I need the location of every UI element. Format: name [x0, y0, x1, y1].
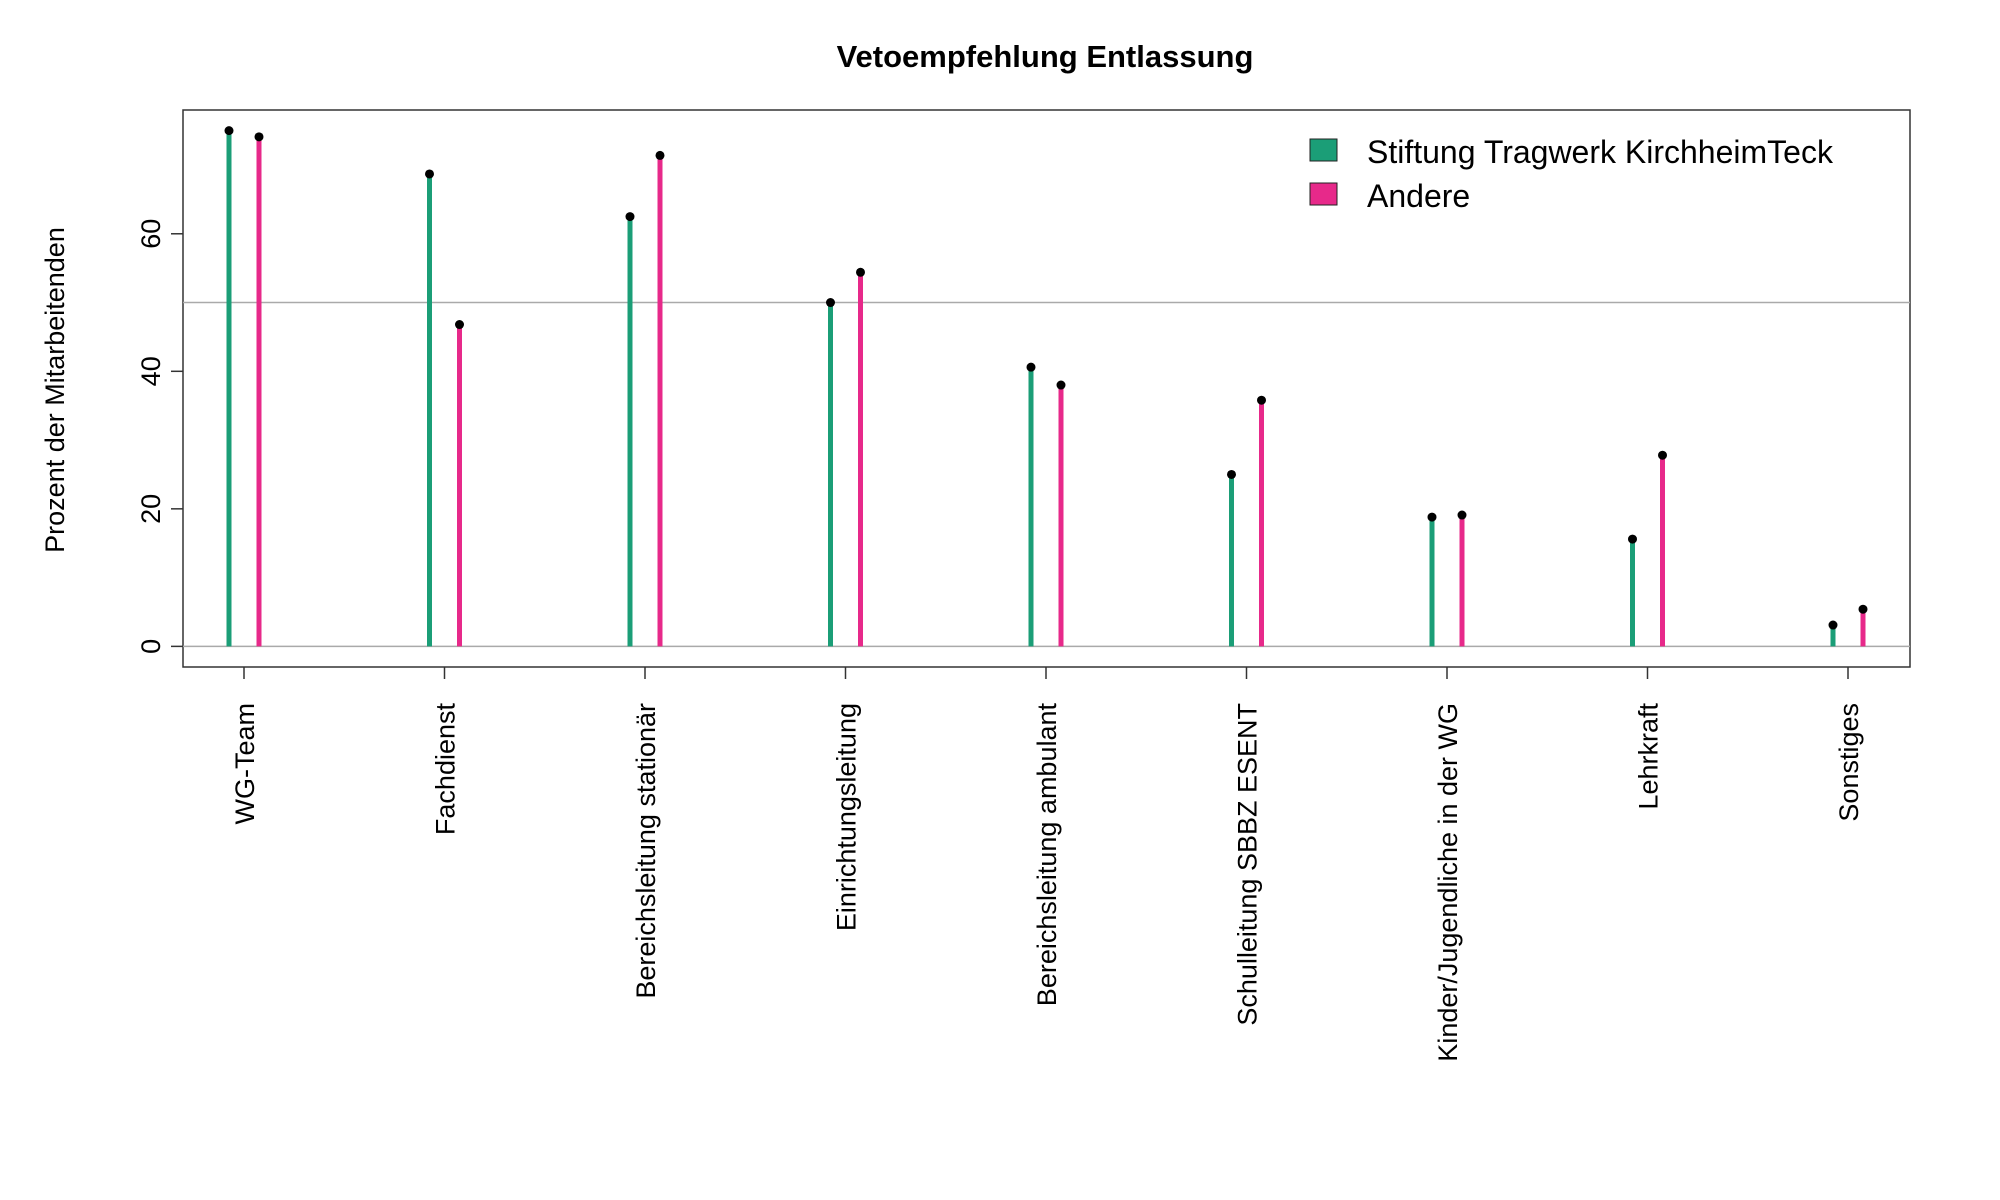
series-andere: [254, 132, 1868, 647]
legend: Stiftung Tragwerk KirchheimTeck Andere: [1309, 134, 1834, 214]
chart-title: Vetoempfehlung Entlassung: [837, 39, 1254, 74]
lollipop-point: [856, 267, 865, 277]
lollipop-point: [1858, 604, 1868, 614]
lollipop-point: [224, 126, 234, 136]
lollipop-point: [1628, 534, 1637, 544]
lollipop-point: [655, 150, 665, 160]
x-tick-label: Sonstiges: [1834, 703, 1864, 822]
x-tick-label: Kinder/Jugendliche in der WG: [1433, 703, 1463, 1062]
lollipop-point: [1457, 510, 1467, 520]
legend-swatch: [1309, 182, 1338, 206]
x-tick-label: Einrichtungsleitung: [832, 703, 862, 931]
x-tick-label: WG-Team: [230, 703, 260, 825]
x-tick-label: Fachdienst: [431, 703, 461, 836]
lollipop-point: [1427, 512, 1437, 522]
lollipop-point: [1257, 395, 1266, 405]
y-tick-label: 0: [136, 639, 166, 654]
x-tick-label: Schulleitung SBBZ ESENT: [1233, 703, 1263, 1026]
y-axis: 0 20 40 60: [136, 219, 183, 654]
data-marks: [224, 126, 1868, 647]
lollipop-point: [254, 132, 264, 142]
x-tick-label: Bereichsleitung stationär: [631, 703, 661, 999]
y-axis-label: Prozent der Mitarbeitenden: [40, 227, 70, 553]
series-stiftung: [224, 126, 1838, 647]
plot-frame: [182, 109, 1911, 668]
lollipop-point: [1658, 450, 1667, 460]
lollipop-point: [1056, 380, 1066, 390]
legend-label: Andere: [1367, 178, 1470, 214]
y-tick-label: 60: [136, 219, 166, 249]
lollipop-point: [826, 298, 835, 308]
lollipop-point: [425, 169, 434, 179]
lollipop-point: [1227, 469, 1236, 479]
x-tick-label: Bereichsleitung ambulant: [1032, 703, 1062, 1007]
x-tick-label: Lehrkraft: [1634, 703, 1664, 810]
lollipop-point: [1026, 362, 1036, 372]
lollipop-point: [455, 320, 464, 330]
legend-swatch: [1309, 138, 1338, 162]
y-tick-label: 40: [136, 356, 166, 386]
lollipop-point: [625, 212, 635, 222]
y-tick-label: 20: [136, 494, 166, 524]
legend-label: Stiftung Tragwerk KirchheimTeck: [1367, 134, 1834, 170]
reference-lines: [183, 301, 1910, 648]
x-axis: WG-Team Fachdienst Bereichsleitung station…: [230, 667, 1864, 1062]
lollipop-point: [1828, 620, 1838, 630]
